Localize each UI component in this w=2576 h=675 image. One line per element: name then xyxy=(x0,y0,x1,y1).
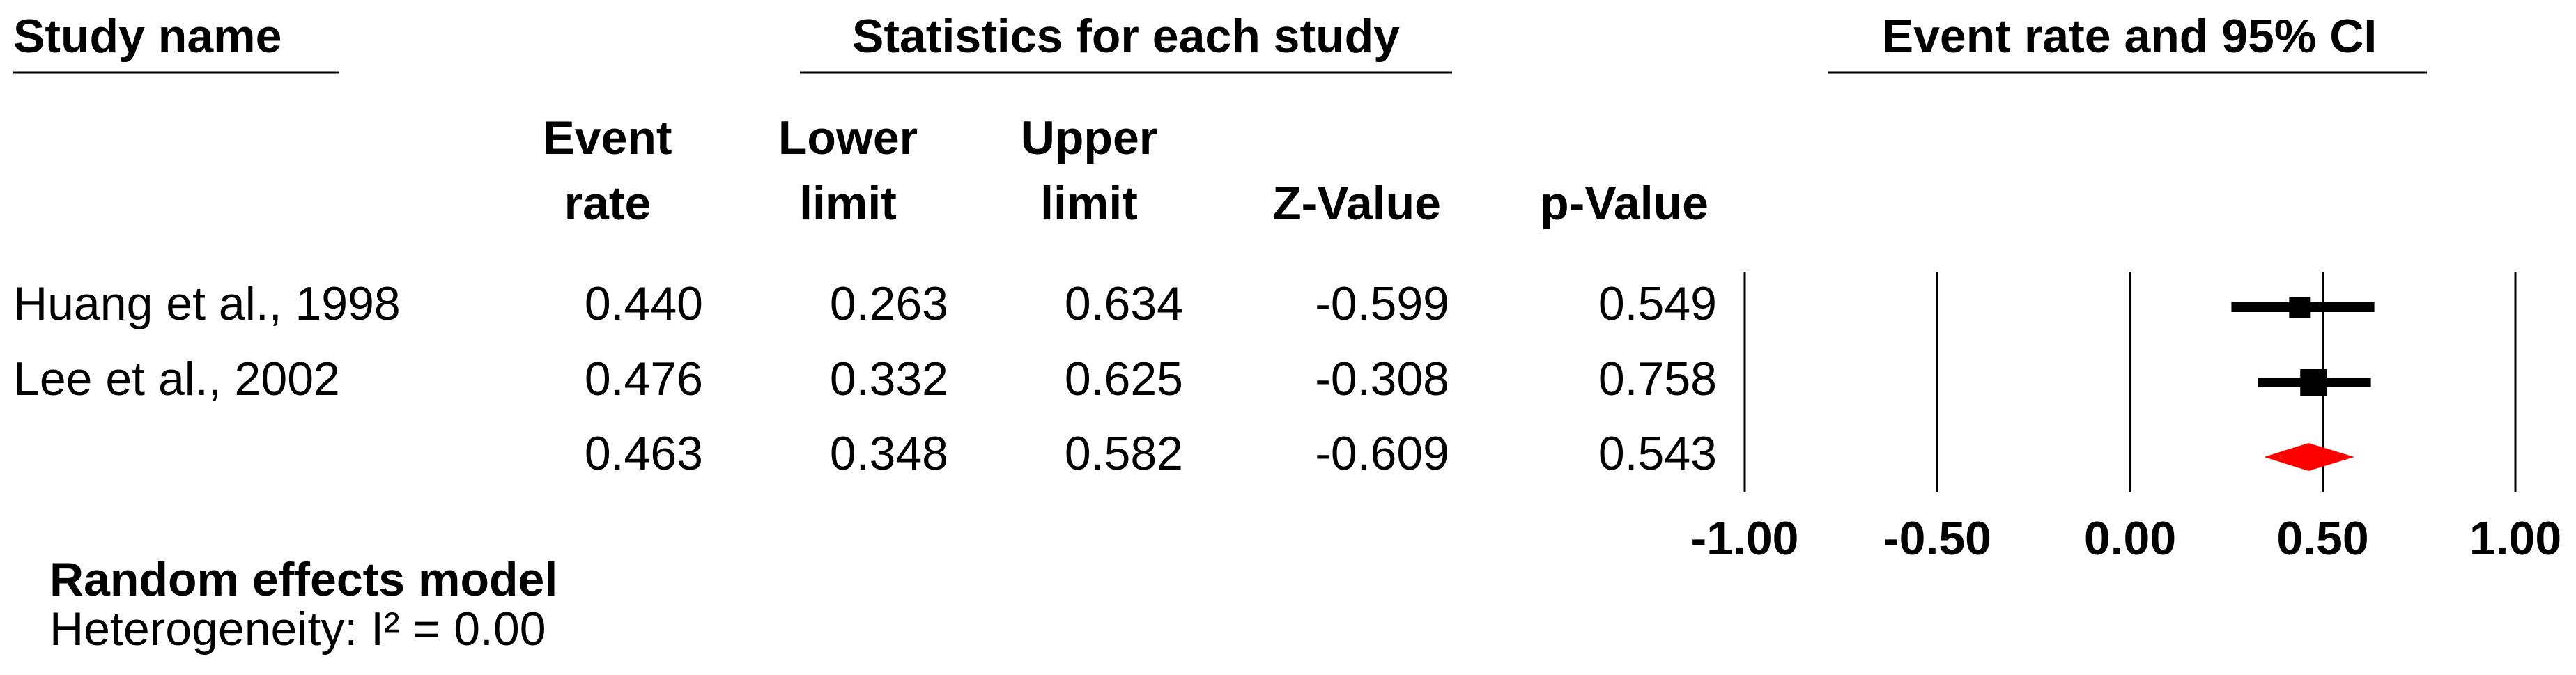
cell-value: 0.549 xyxy=(1598,277,1717,330)
column-header: p-Value xyxy=(1540,177,1709,230)
column-header: Event xyxy=(543,111,672,164)
x-tick-label: 0.00 xyxy=(2084,512,2176,565)
cell-value: 0.463 xyxy=(585,427,703,480)
cell-value: 0.758 xyxy=(1598,352,1717,405)
point-estimate xyxy=(2300,369,2327,396)
cell-value: -0.609 xyxy=(1315,427,1449,480)
cell-value: -0.599 xyxy=(1315,277,1449,330)
column-header: rate xyxy=(564,177,651,230)
cell-value: 0.634 xyxy=(1065,277,1183,330)
cell-value: -0.308 xyxy=(1315,352,1449,405)
cell-value: 0.332 xyxy=(830,352,948,405)
summary-diamond xyxy=(2264,443,2354,471)
cell-value: 0.543 xyxy=(1598,427,1717,480)
x-tick-label: -1.00 xyxy=(1691,512,1799,565)
cell-value: 0.348 xyxy=(830,427,948,480)
study-name: Huang et al., 1998 xyxy=(13,277,401,330)
column-header: Z-Value xyxy=(1272,177,1441,230)
cell-value: 0.440 xyxy=(585,277,703,330)
point-estimate xyxy=(2289,297,2311,318)
x-tick-label: -0.50 xyxy=(1883,512,1991,565)
model-label: Random effects model xyxy=(49,553,557,606)
x-tick-label: 0.50 xyxy=(2276,512,2368,565)
heterogeneity: Heterogeneity: I² = 0.00 xyxy=(49,603,546,655)
column-header: Lower xyxy=(778,111,918,164)
column-header: limit xyxy=(799,177,897,230)
section-header: Event rate and 95% CI xyxy=(1882,10,2377,63)
cell-value: 0.476 xyxy=(585,352,703,405)
cell-value: 0.582 xyxy=(1065,427,1183,480)
column-header: Upper xyxy=(1021,111,1157,164)
section-header: Statistics for each study xyxy=(852,10,1400,63)
cell-value: 0.263 xyxy=(830,277,948,330)
study-name: Lee et al., 2002 xyxy=(13,352,340,405)
section-header: Study name xyxy=(13,10,281,63)
x-tick-label: 1.00 xyxy=(2469,512,2561,565)
column-header: limit xyxy=(1040,177,1138,230)
cell-value: 0.625 xyxy=(1065,352,1183,405)
